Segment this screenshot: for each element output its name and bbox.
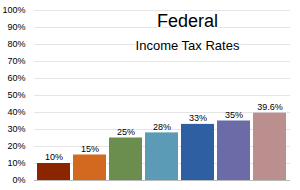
svg-text:39.6%: 39.6% <box>257 102 283 112</box>
svg-text:0%: 0% <box>12 175 25 185</box>
svg-text:10%: 10% <box>7 158 25 168</box>
svg-text:30%: 30% <box>7 124 25 134</box>
svg-text:Federal: Federal <box>157 11 218 31</box>
svg-text:28%: 28% <box>153 122 171 132</box>
svg-text:Income Tax Rates: Income Tax Rates <box>136 38 240 53</box>
svg-text:20%: 20% <box>7 141 25 151</box>
svg-text:70%: 70% <box>7 56 25 66</box>
svg-text:35%: 35% <box>225 110 243 120</box>
svg-text:33%: 33% <box>189 113 207 123</box>
svg-text:100%: 100% <box>2 5 25 15</box>
svg-text:10%: 10% <box>45 152 63 162</box>
svg-text:60%: 60% <box>7 73 25 83</box>
svg-text:15%: 15% <box>81 144 99 154</box>
svg-text:90%: 90% <box>7 22 25 32</box>
svg-text:50%: 50% <box>7 90 25 100</box>
svg-text:25%: 25% <box>117 127 135 137</box>
svg-text:40%: 40% <box>7 107 25 117</box>
svg-text:80%: 80% <box>7 39 25 49</box>
